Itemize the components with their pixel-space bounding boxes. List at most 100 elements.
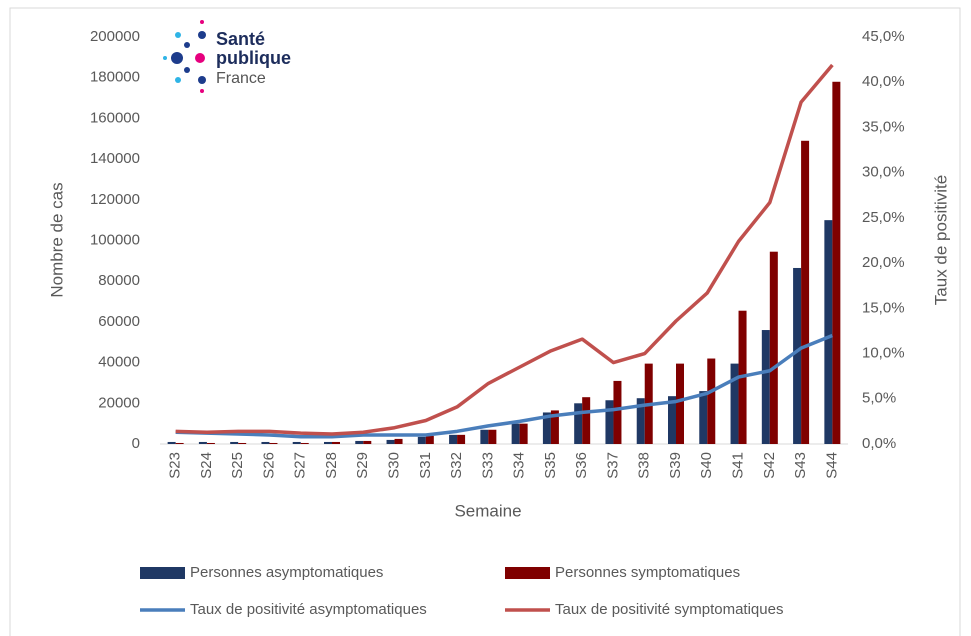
bar — [324, 441, 332, 444]
x-tick-label: S30 — [386, 452, 403, 479]
y2-tick-label: 5,0% — [862, 390, 896, 407]
y2-axis-title: Taux de positivité — [931, 175, 950, 305]
bar — [582, 397, 591, 444]
bar — [699, 391, 708, 444]
legend-swatch — [140, 567, 185, 579]
x-tick-label: S37 — [604, 452, 621, 479]
bar — [480, 429, 489, 444]
legend-label: Personnes symptomatiques — [555, 564, 740, 581]
logo-text: publique — [216, 48, 291, 68]
bar — [519, 423, 528, 444]
logo: Santé publique France — [163, 20, 291, 93]
bar — [769, 251, 778, 444]
x-tick-label: S26 — [260, 452, 277, 479]
line — [175, 63, 834, 436]
bar — [636, 398, 645, 444]
legend-label: Taux de positivité asymptomatiques — [190, 601, 427, 618]
x-tick-label: S40 — [698, 452, 715, 479]
bar — [355, 440, 364, 444]
x-tick-label: S34 — [511, 452, 528, 479]
x-tick-label: S42 — [761, 452, 778, 479]
bar — [332, 441, 340, 444]
y2-tick-label: 25,0% — [862, 209, 905, 226]
bar — [550, 410, 559, 444]
bar — [449, 434, 458, 444]
bar — [238, 442, 247, 444]
bar — [292, 441, 301, 444]
bar — [801, 140, 810, 444]
bar — [605, 400, 614, 444]
logo-text: Santé — [216, 29, 265, 49]
bar — [417, 436, 426, 444]
bar — [175, 442, 184, 444]
x-tick-label: S36 — [573, 452, 590, 479]
bar — [730, 363, 739, 444]
x-tick-label: S32 — [448, 452, 465, 479]
y-tick-label: 100000 — [90, 231, 140, 248]
line — [175, 333, 834, 439]
x-tick-label: S44 — [823, 452, 840, 479]
logo-text: France — [216, 70, 266, 87]
bar — [488, 429, 497, 444]
x-tick-label: S24 — [198, 452, 215, 479]
bar — [167, 441, 176, 444]
legend-swatch — [505, 567, 550, 579]
y-tick-label: 60000 — [98, 313, 140, 330]
x-tick-label: S29 — [354, 452, 371, 479]
y2-tick-label: 0,0% — [862, 435, 896, 452]
bar — [707, 358, 716, 444]
bar — [363, 440, 372, 444]
y-tick-label: 40000 — [98, 354, 140, 371]
bar — [676, 363, 684, 444]
bar — [761, 330, 770, 444]
bar — [542, 412, 551, 444]
x-tick-label: S35 — [542, 452, 559, 479]
bar — [206, 442, 215, 444]
bar — [574, 403, 583, 444]
y2-tick-label: 30,0% — [862, 164, 905, 181]
x-tick-label: S33 — [479, 452, 496, 479]
y2-tick-label: 10,0% — [862, 345, 905, 362]
y2-tick-label: 20,0% — [862, 254, 905, 271]
y2-tick-label: 35,0% — [862, 118, 905, 135]
y-tick-label: 160000 — [90, 109, 140, 126]
chart-frame — [9, 7, 961, 636]
x-tick-label: S23 — [167, 452, 184, 479]
bar — [824, 220, 833, 444]
bar — [511, 423, 520, 444]
y-tick-label: 200000 — [90, 28, 140, 45]
x-tick-label: S41 — [730, 452, 747, 479]
bar — [261, 441, 270, 444]
bar — [613, 380, 622, 444]
y2-tick-label: 45,0% — [862, 28, 905, 45]
bar — [425, 435, 434, 444]
y-tick-label: 0 — [132, 435, 140, 452]
bar — [198, 441, 207, 444]
x-tick-label: S28 — [323, 452, 340, 479]
y-axis-title: Nombre de cas — [47, 182, 66, 297]
x-tick-label: S43 — [792, 452, 809, 479]
bar — [793, 267, 802, 444]
y2-tick-label: 15,0% — [862, 299, 905, 316]
x-tick-label: S39 — [667, 452, 684, 479]
y-tick-label: 140000 — [90, 150, 140, 167]
bar — [832, 81, 841, 445]
bar — [386, 439, 395, 444]
bar — [668, 396, 676, 444]
y-tick-label: 180000 — [90, 69, 140, 86]
bar — [457, 434, 466, 444]
x-tick-label: S38 — [636, 452, 653, 479]
legend-label: Taux de positivité symptomatiques — [555, 601, 783, 618]
x-tick-label: S25 — [229, 452, 246, 479]
y2-tick-label: 40,0% — [862, 73, 905, 90]
bar — [394, 438, 403, 444]
bar — [269, 442, 278, 444]
x-tick-label: S31 — [417, 452, 434, 479]
x-axis-title: Semaine — [454, 501, 521, 520]
bar — [300, 442, 309, 444]
legend-label: Personnes asymptomatiques — [190, 564, 383, 581]
x-tick-label: S27 — [292, 452, 309, 479]
y-tick-label: 120000 — [90, 191, 140, 208]
y-tick-label: 20000 — [98, 394, 140, 411]
